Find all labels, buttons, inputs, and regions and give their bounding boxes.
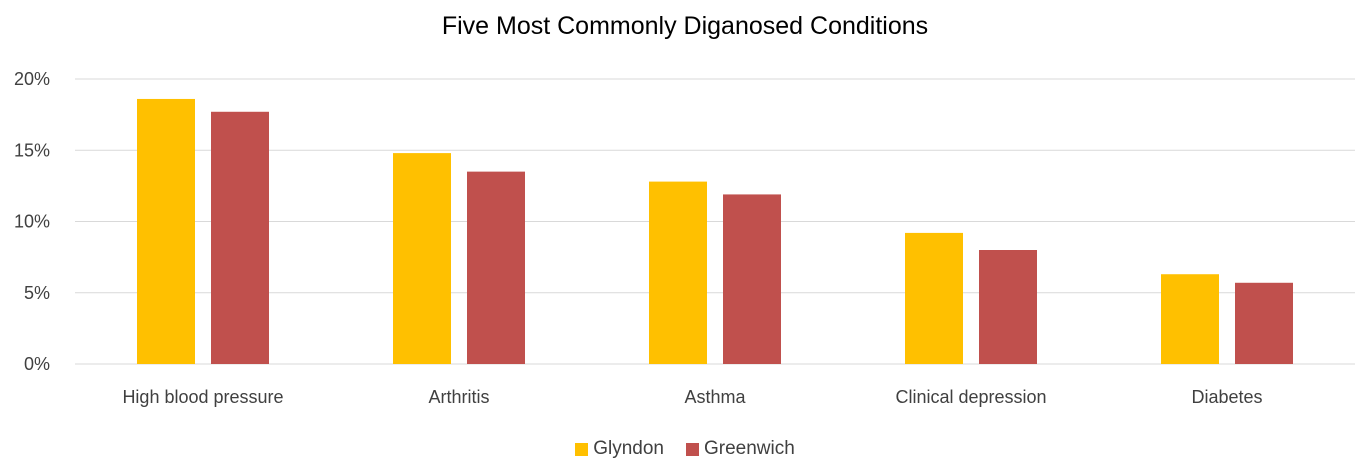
bar-greenwich-diabetes [1235, 282, 1293, 364]
bar-greenwich-arthritis [467, 171, 525, 364]
x-tick-label: Diabetes [1191, 387, 1262, 407]
legend-swatch-glyndon [575, 442, 589, 456]
y-tick-label: 15% [14, 140, 50, 160]
legend-label-greenwich: Greenwich [703, 438, 795, 459]
y-axis-tick-labels: 0% 5% 10% 15% 20% [14, 69, 50, 374]
bar-glyndon-arthritis [393, 153, 451, 364]
y-tick-label: 20% [14, 69, 50, 89]
x-axis-tick-labels: High blood pressure Arthritis Asthma Clinic… [122, 387, 1262, 407]
bar-glyndon-diabetes [1161, 274, 1219, 364]
x-tick-label: High blood pressure [122, 387, 283, 407]
legend: Glyndon Greenwich [0, 438, 1370, 460]
bar-glyndon-asthma [649, 181, 707, 364]
chart-title: Five Most Commonly Diganosed Conditions [441, 12, 929, 40]
bars [137, 98, 1293, 365]
legend-swatch-greenwich [685, 442, 699, 456]
bar-glyndon-clinical-depression [905, 232, 963, 364]
gridlines [75, 78, 1355, 365]
bar-chart: 0% 5% 10% 15% 20% High blood pressure Arthrit… [14, 69, 1355, 407]
bar-greenwich-asthma [723, 194, 781, 364]
x-tick-label: Arthritis [428, 387, 489, 407]
x-tick-label: Clinical depression [895, 387, 1046, 407]
x-tick-label: Asthma [684, 387, 746, 407]
bar-glyndon-high-blood-pressure [137, 98, 195, 364]
y-tick-label: 10% [14, 212, 50, 232]
bar-greenwich-clinical-depression [979, 250, 1037, 364]
legend-item-greenwich: Greenwich [685, 438, 795, 460]
y-tick-label: 5% [24, 283, 50, 303]
y-tick-label: 0% [24, 354, 50, 374]
bar-greenwich-high-blood-pressure [211, 111, 269, 365]
legend-item-glyndon: Glyndon [575, 438, 664, 460]
legend-label-glyndon: Glyndon [593, 438, 664, 459]
